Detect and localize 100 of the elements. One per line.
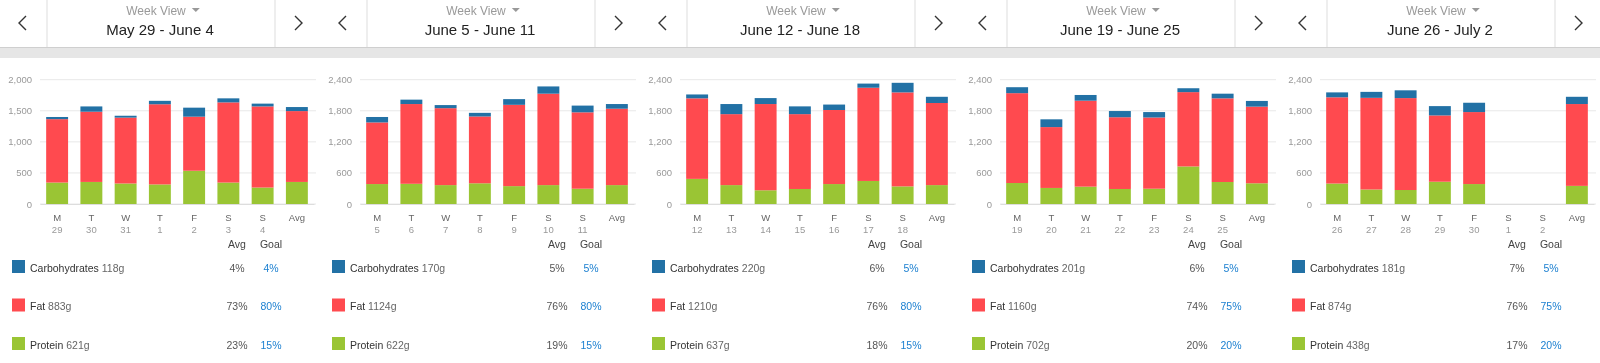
x-tick-label: T 22 (1114, 211, 1126, 236)
text: 702g (1023, 338, 1050, 351)
x-tick-label: T 1 (156, 211, 163, 236)
bar (148, 104, 171, 185)
bar (1463, 102, 1486, 113)
x-tick-label: S 10 (543, 211, 554, 236)
bar (1143, 112, 1166, 118)
chart-subtitle: Week View (1086, 4, 1147, 18)
chart-title: June 5 - June 11 (424, 21, 536, 38)
bar (1565, 96, 1588, 105)
text: 4% (263, 261, 279, 274)
legend-label: Fat (670, 300, 686, 312)
bar (503, 186, 526, 204)
legend-label: Fat (30, 300, 46, 312)
bar (925, 96, 948, 104)
legend-label: Protein (990, 338, 1024, 351)
x-tick-label: T 20 (1046, 211, 1057, 236)
bar (1108, 188, 1131, 204)
x-tick-label: F 30 (1468, 211, 1480, 236)
x-tick-label: S 24 (1183, 211, 1194, 236)
text: 1160g (1005, 300, 1037, 312)
text: Avg (228, 238, 247, 250)
text: 5% (903, 261, 919, 274)
text: 4% (229, 261, 245, 274)
bar (1177, 88, 1200, 93)
y-tick-label: 1,800 (968, 105, 992, 117)
x-tick-label: S 17 (863, 211, 874, 236)
text: 181g (1378, 261, 1406, 274)
x-tick-label: Avg (288, 211, 305, 223)
y-tick-label: 600 (976, 167, 992, 179)
y-tick-label: 0 (1306, 198, 1312, 210)
text: 874g (1325, 300, 1352, 312)
bar (925, 103, 948, 186)
bar (1006, 93, 1029, 184)
bar (46, 182, 69, 204)
chart-subtitle: Week View (1406, 4, 1467, 18)
text: 622g (383, 338, 410, 351)
bar (1177, 166, 1200, 204)
y-tick-label: 2,400 (648, 74, 672, 86)
x-tick-label: Avg (608, 211, 625, 223)
bar (114, 183, 137, 204)
bar (114, 117, 137, 184)
bar (503, 99, 526, 105)
bar (217, 182, 240, 204)
bar (468, 116, 491, 184)
bar (823, 104, 846, 110)
bar (823, 110, 846, 185)
bar (183, 170, 206, 204)
text: 20% (1186, 338, 1208, 351)
bar (1074, 100, 1097, 187)
x-tick-label: T 27 (1366, 211, 1377, 236)
text: 80% (580, 300, 602, 312)
bar (1108, 111, 1131, 118)
bar (1143, 188, 1166, 204)
bar (183, 107, 206, 117)
x-tick-label: S 2 (1539, 211, 1546, 236)
y-tick-label: 1,800 (1288, 105, 1312, 117)
legend-label: Protein (670, 338, 704, 351)
y-tick-label: 1,500 (8, 105, 32, 117)
text: Avg (1508, 238, 1527, 250)
bar (285, 107, 308, 112)
bar (1360, 97, 1383, 190)
chart-subtitle: Week View (126, 4, 187, 18)
text: 76% (546, 300, 568, 312)
legend-label: Carbohydrates (670, 261, 739, 274)
chart-subtitle: Week View (766, 4, 827, 18)
text: 7% (1509, 261, 1525, 274)
bar (1040, 127, 1063, 188)
text: 80% (900, 300, 922, 312)
x-tick-label: T 6 (408, 211, 415, 236)
x-tick-label: W 31 (120, 211, 131, 236)
x-tick-label: S 3 (225, 211, 232, 236)
x-tick-label: Avg (928, 211, 945, 223)
text: 637g (703, 338, 730, 351)
bar (366, 184, 389, 204)
bar (1074, 94, 1097, 101)
text: 15% (260, 338, 282, 351)
bar (605, 104, 628, 109)
x-tick-label: S 18 (897, 211, 908, 236)
bar (571, 112, 594, 189)
bar (1463, 112, 1486, 185)
bar (434, 105, 457, 109)
bar (366, 116, 389, 123)
text: 883g (45, 300, 72, 312)
bar (46, 119, 69, 183)
text: 201g (1058, 261, 1086, 274)
bar (571, 188, 594, 204)
bar (788, 106, 811, 115)
x-tick-label: F 2 (191, 211, 198, 236)
y-tick-label: 2,400 (968, 74, 992, 86)
x-tick-label: M 26 (1331, 211, 1343, 236)
text: 1124g (365, 300, 397, 312)
bar (217, 102, 240, 183)
x-tick-label: T 8 (476, 211, 483, 236)
x-tick-label: M 29 (51, 211, 63, 236)
text: 118g (98, 261, 125, 274)
text: 220g (738, 261, 766, 274)
bar (857, 83, 880, 88)
y-tick-label: 1,200 (1288, 136, 1312, 148)
bar (1143, 117, 1166, 189)
